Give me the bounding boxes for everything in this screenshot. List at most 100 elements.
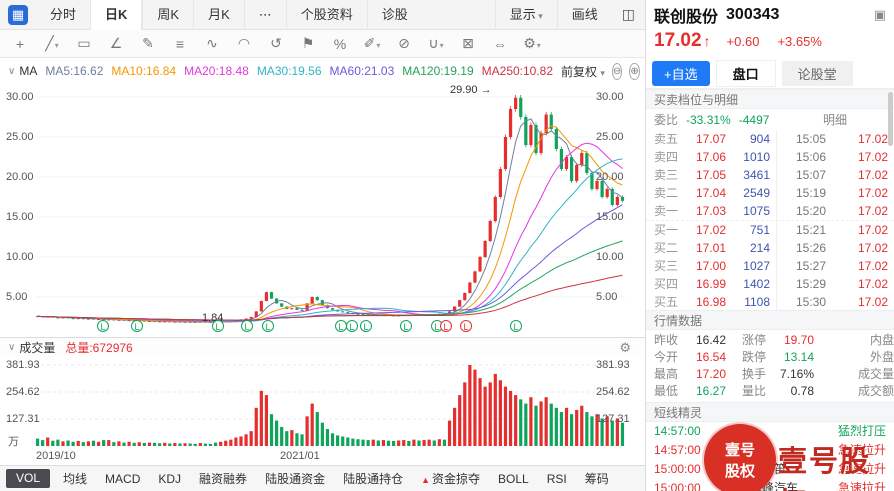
alert-row[interactable]: 15:00:00 鼻峰汽车 急速拉升 [646,479,894,491]
order-price[interactable]: 17.02 [695,223,726,237]
magnet-tool-icon[interactable]: ∪▾ [428,35,444,51]
parallel-lines-tool-icon[interactable]: ≡ [175,35,185,52]
order-volume[interactable]: 3461 [743,168,770,182]
quote-price-row: 17.02 ↑ +0.60 +3.65% [646,30,894,58]
ma-legend-ma10: MA10:16.84 [111,64,177,78]
eraser-tool-icon[interactable]: ⊘ [398,35,410,51]
order-price[interactable]: 17.06 [695,150,726,164]
adjust-mode-select[interactable]: 前复权 ▾ [561,63,605,80]
order-price[interactable]: 17.05 [695,168,726,182]
toolbar-tab-4[interactable]: 月K [193,0,244,30]
event-marker-icon[interactable]: L [510,320,522,332]
order-volume[interactable]: 1402 [743,277,770,291]
arc-tool-icon[interactable]: ◠ [237,35,251,51]
indicator-tab-11[interactable]: 筹码 [584,472,609,486]
expand-icon[interactable]: ▣ [873,7,886,22]
order-volume[interactable]: 1075 [743,204,770,218]
market-stat-row: 昨收 16.42 涨停 19.70 内盘 [646,332,894,349]
panel-toggle-icon[interactable]: ◫ [621,6,635,22]
scrollbar-thumb[interactable] [888,92,893,146]
app-logo-icon[interactable]: ▦ [8,4,28,25]
order-price[interactable]: 16.98 [695,295,726,309]
order-volume[interactable]: 1027 [743,259,770,273]
tab-pankou[interactable]: 盘口 [715,59,776,87]
draw-line-button[interactable]: 画线 [556,0,612,30]
event-marker-icon[interactable]: L [400,320,412,332]
indicator-tab-7[interactable]: 陆股通持仓 [343,472,404,486]
alert-row[interactable]: 14:57:00 急速拉升 [646,441,894,460]
tab-forum[interactable]: 论股堂 [781,60,853,86]
indicator-tab-4[interactable]: KDJ [158,471,182,486]
delete-tool-icon[interactable]: ⊠ [462,35,474,51]
pan-tool-icon[interactable]: ⇔ [493,35,507,52]
trendline-tool-icon[interactable]: ╱▾ [45,35,59,51]
event-marker-icon[interactable]: L [131,320,143,332]
stat-label: 最高 [654,367,679,381]
percent-tool-icon[interactable]: % [333,35,347,52]
volume-svg[interactable] [0,357,645,450]
toolbar-tab-3[interactable]: 周K [142,0,193,30]
zoom-in-button[interactable]: ⊕ [629,62,640,80]
order-book-row: 买一 17.02 751 15:21 17.02 [646,220,894,239]
wave-tool-icon[interactable]: ∿ [206,35,218,51]
zoom-out-button[interactable]: ⊖ [611,62,623,80]
order-price[interactable]: 17.00 [695,259,726,273]
event-marker-icon[interactable]: L [262,320,274,332]
toolbar-tab-2[interactable]: 日K [90,0,143,30]
event-marker-icon[interactable]: L [460,320,472,332]
order-volume[interactable]: 214 [749,241,770,255]
tool-settings-icon[interactable]: ⚙▾ [523,35,541,51]
collapse-icon[interactable]: ∨ [8,342,16,353]
brush-tool-icon[interactable]: ✐▾ [363,35,381,51]
crosshair-tool-icon[interactable]: + [15,35,25,52]
event-marker-icon[interactable]: L [440,320,452,332]
angle-tool-icon[interactable]: ∠ [109,35,123,51]
indicator-tab-9[interactable]: BOLL [498,471,529,486]
detail-column-label[interactable]: 明细 [822,113,847,127]
order-book-row: 卖一 17.03 1075 15:20 17.02 [646,202,894,220]
collapse-icon[interactable]: ∨ [8,65,16,77]
indicator-tab-10[interactable]: RSI [546,471,567,486]
event-marker-icon[interactable]: L [212,320,224,332]
order-price[interactable]: 17.04 [695,186,726,200]
toolbar-tab-1[interactable]: 分时 [50,6,77,22]
rectangle-tool-icon[interactable]: ▭ [77,35,91,51]
stat-cell: 成交量 [858,366,894,383]
stat-cell: 最低 16.27 [654,383,742,400]
order-volume[interactable]: 904 [749,132,770,146]
toolbar-tab-6[interactable]: 个股资料 [285,0,367,30]
order-book: 卖五 17.07 904 15:05 17.02 卖四 17.06 1010 15:06 17.0… [646,130,894,310]
stat-cell: 最高 17.20 [654,366,742,383]
order-price[interactable]: 17.01 [695,241,726,255]
indicator-tab-2[interactable]: 均线 [63,472,88,486]
event-marker-icon[interactable]: L [241,320,253,332]
toolbar-tab-5[interactable]: ⋯ [243,0,286,30]
event-marker-icon[interactable]: L [346,320,358,332]
order-price[interactable]: 17.07 [695,132,726,146]
order-volume[interactable]: 1108 [744,295,770,309]
gear-icon[interactable]: ⚙ [619,339,631,355]
order-price[interactable]: 17.03 [695,204,726,218]
price-svg[interactable] [0,84,645,334]
volume-chart[interactable]: 万 381.93 381.93 254.62 254.62 127.31 127.31 [0,357,645,450]
indicator-tab-3[interactable]: MACD [105,471,141,486]
alert-row[interactable]: 14:57:00 猛烈打压 [646,422,894,441]
order-volume[interactable]: 2549 [743,186,770,200]
event-marker-icon[interactable]: L [360,320,372,332]
rotate-tool-icon[interactable]: ↺ [270,35,282,51]
indicator-tab-5[interactable]: 融资融券 [199,472,248,486]
add-watchlist-button[interactable]: +自选 [652,60,710,86]
order-price[interactable]: 16.99 [695,277,726,291]
flag-tool-icon[interactable]: ⚑ [301,35,315,51]
weibi-row: 委比 -33.31% -4497 明细 [646,109,894,130]
indicator-tab-1[interactable]: VOL [6,469,51,488]
pencil-tool-icon[interactable]: ✎ [142,35,154,51]
candlestick-chart[interactable]: 29.90 → 1.84 30.00 30.00 25.00 25.00 20.00 20… [0,84,645,334]
indicator-tab-8[interactable]: ▲ 资金掠夺 [421,472,481,486]
order-volume[interactable]: 1010 [743,150,770,164]
order-volume[interactable]: 751 [749,223,770,237]
indicator-tab-6[interactable]: 陆股通资金 [265,472,326,486]
toolbar-tab-7[interactable]: 诊股 [366,0,422,30]
event-marker-icon[interactable]: L [97,320,109,332]
display-menu[interactable]: 显示 ▾ [494,0,557,30]
